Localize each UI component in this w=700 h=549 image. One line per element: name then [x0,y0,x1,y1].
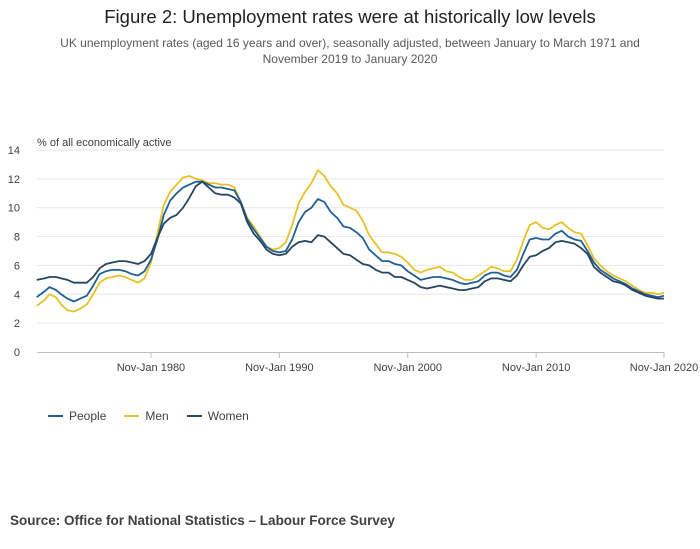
legend-label-people: People [69,409,107,423]
y-tick-label-6: 6 [14,260,20,272]
x-tick-label-3: Nov-Jan 2010 [502,362,571,374]
y-tick-label-0: 0 [14,347,20,359]
legend-swatch-men [124,415,140,417]
x-tick-label-1: Nov-Jan 1990 [245,362,314,374]
y-tick-label-4: 4 [14,289,20,301]
y-axis-label: % of all economically active [37,137,172,149]
legend-swatch-people [48,415,63,417]
y-tick-label-14: 14 [8,145,20,157]
series-line-women [36,180,664,300]
legend-swatch-women [186,415,202,417]
chart-legend: People Men Women [48,409,249,423]
x-tick-label-0: Nov-Jan 1980 [117,362,186,374]
legend-item-women[interactable]: Women [186,409,249,423]
series-line-people [36,180,665,303]
y-tick-label-8: 8 [14,232,20,244]
x-tick-label-2: Nov-Jan 2000 [373,362,442,374]
chart-subtitle: UK unemployment rates (aged 16 years and… [60,36,640,66]
x-tick-label-4: Nov-Jan 2020 [630,362,699,374]
y-tick-label-12: 12 [8,174,20,186]
legend-item-men[interactable]: Men [124,409,169,423]
y-tick-label-2: 2 [14,318,20,330]
legend-label-women: Women [207,409,249,423]
legend-item-people[interactable]: People [48,409,106,423]
source-note: Source: Office for National Statistics –… [10,513,395,528]
series-line-men [36,169,665,313]
legend-label-men: Men [145,409,169,423]
y-tick-label-10: 10 [8,203,20,215]
chart-title: Figure 2: Unemployment rates were at his… [104,6,596,27]
